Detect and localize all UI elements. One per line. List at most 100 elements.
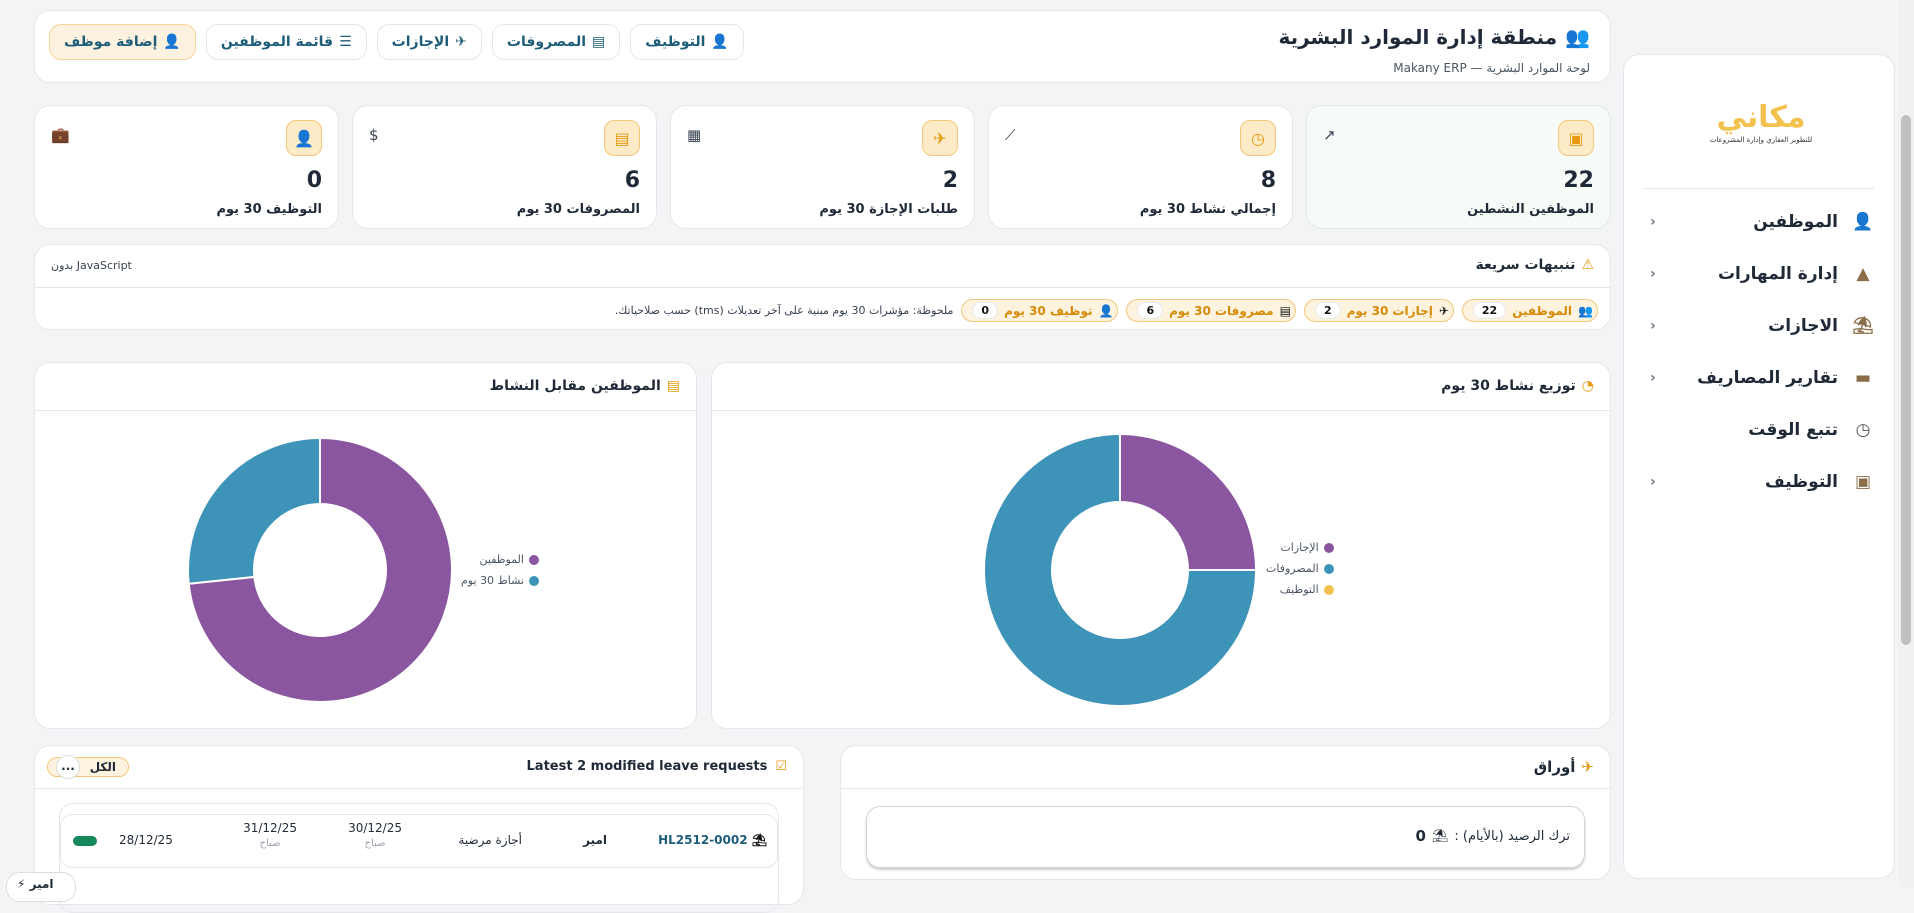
users-icon: 👥 xyxy=(1565,25,1590,49)
user-tie-icon: 👤 xyxy=(711,34,729,50)
balance-box: ترك الرصيد (بالأيام) : ⛱ 0 xyxy=(866,806,1585,868)
plane-icon: ✈ xyxy=(1581,758,1594,776)
legend-swatch xyxy=(1323,584,1334,595)
floating-user-button[interactable]: ⚡ امير xyxy=(6,872,76,902)
calendar-check-icon: ☑ xyxy=(775,759,787,774)
employees-vs-activity-card: ▤ الموظفين مقابل النشاط الموظفين نشاط 30 ي… xyxy=(34,362,697,729)
stat-value: 8 xyxy=(1260,168,1276,193)
sidebar-item-recruitment[interactable]: ▣ التوظيف ‹ xyxy=(1644,462,1874,502)
donut-chart xyxy=(983,432,1258,707)
stat-value: 2 xyxy=(942,168,958,193)
stat-recruitment[interactable]: 👤 💼 0 التوظيف 30 يوم xyxy=(34,105,339,229)
legend-item[interactable]: المصروفات xyxy=(1266,562,1334,575)
page-title: 👥 منطقة إدارة الموارد البشرية xyxy=(1278,25,1590,49)
bolt-icon: ⚡ xyxy=(17,877,26,891)
papers-title: أوراق xyxy=(1533,758,1576,776)
stat-label: التوظيف 30 يوم xyxy=(216,202,322,217)
chart-title: توزيع نشاط 30 يوم xyxy=(1441,378,1576,394)
filter-all[interactable]: الكل ... xyxy=(47,755,129,779)
page-header: 👥 منطقة إدارة الموارد البشرية لوحة الموار… xyxy=(34,10,1611,83)
pie-slice-1[interactable] xyxy=(983,432,1258,707)
clock-icon: ◷ xyxy=(1855,420,1871,440)
leave-title: Latest 2 modified leave requests xyxy=(526,759,768,774)
legend-swatch xyxy=(528,575,539,586)
employee-name: امير xyxy=(583,833,607,847)
umbrella-beach-icon: ⛱ xyxy=(751,833,767,847)
legend-label: التوظيف xyxy=(1279,583,1319,596)
legend-label: الموظفين xyxy=(479,553,524,566)
status-badge xyxy=(73,836,97,846)
receipt-icon: ▤ xyxy=(1279,303,1291,318)
sidebar-item-employees[interactable]: 👤 الموظفين ‹ xyxy=(1650,212,1874,232)
more-button[interactable]: ... xyxy=(56,755,80,779)
pie-slice-0[interactable] xyxy=(187,436,453,703)
pie-chart-icon: ◔ xyxy=(1581,378,1594,394)
leaves-button[interactable]: ✈ الإجازات xyxy=(376,24,482,60)
id-badge-icon: ▣ xyxy=(1854,472,1872,492)
pie-slice-1[interactable] xyxy=(187,436,321,585)
stat-value: 22 xyxy=(1563,168,1594,193)
divider xyxy=(1644,188,1874,189)
legend-item[interactable]: الموظفين xyxy=(461,553,539,566)
stat-leave-requests[interactable]: ✈ ▦ 2 طلبات الإجازة 30 يوم xyxy=(670,105,975,229)
clock-icon: ◷ xyxy=(1240,120,1276,156)
leave-requests-card: Latest 2 modified leave requests ☑ الكل .… xyxy=(34,745,804,913)
table-row[interactable]: HL2512-0002 ⛱ امير أجازة مرضية 30/12/25 ص… xyxy=(60,814,778,868)
page-subtitle: لوحة الموارد البشرية — Makany ERP xyxy=(1393,61,1590,75)
expenses-button[interactable]: ▤ المصروفات xyxy=(491,24,621,60)
legend-item[interactable]: التوظيف xyxy=(1266,583,1334,596)
quick-alerts: ⚠ تنبيهات سريعة بدون JavaScript 👥 الموظفين… xyxy=(34,244,1611,330)
scrollbar-thumb[interactable] xyxy=(1901,115,1911,645)
sidebar-item-leaves[interactable]: ⛱ الاجازات ‹ xyxy=(1650,316,1874,336)
plane-icon: ✈ xyxy=(1438,303,1449,318)
sidebar-item-skills[interactable]: ▲ إدارة المهارات ‹ xyxy=(1644,254,1874,294)
warning-icon: ⚠ xyxy=(1581,257,1594,273)
chart-legend: الإجازات المصروفات التوظيف xyxy=(1266,541,1334,604)
recruitment-button[interactable]: 👤 التوظيف xyxy=(630,24,744,60)
chip-employees[interactable]: 👥 الموظفين 22 xyxy=(1461,299,1598,322)
chart-line-icon: ⟋ xyxy=(1005,126,1016,144)
alerts-title: تنبيهات سريعة xyxy=(1475,257,1576,273)
chip-expenses[interactable]: ▤ مصروفات 30 يوم 6 xyxy=(1126,299,1296,322)
leave-date: 28/12/25 xyxy=(119,833,173,847)
sidebar-item-expense-reports[interactable]: ▬ تقارير المصاريف ‹ xyxy=(1644,358,1874,398)
users-icon: 👥 xyxy=(1578,303,1593,318)
leave-to: 31/12/25 صباح xyxy=(243,821,297,849)
sidebar-item-time-tracking[interactable]: ◷ تتبع الوقت xyxy=(1644,410,1874,450)
donut-chart xyxy=(187,436,453,703)
umbrella-beach-icon: ⛱ xyxy=(1431,828,1449,844)
employee-list-button[interactable]: ☰ قائمة الموظفين xyxy=(205,24,367,60)
receipt-icon: ▤ xyxy=(592,34,606,50)
chip-leaves[interactable]: ✈ إجازات 30 يوم 2 xyxy=(1303,299,1454,322)
stat-label: طلبات الإجازة 30 يوم xyxy=(819,202,958,217)
sidebar: مكاني للتطوير العقاري وإدارة المشروعات 👤… xyxy=(1623,54,1895,879)
scrollbar[interactable] xyxy=(1898,0,1914,887)
stat-active-employees[interactable]: ▣ ↗ 22 الموظفين النشطين xyxy=(1306,105,1611,229)
stat-expenses[interactable]: ▤ $ 6 المصروفات 30 يوم xyxy=(352,105,657,229)
legend-swatch xyxy=(1323,542,1334,553)
legend-label: المصروفات xyxy=(1266,562,1319,575)
chevron-left-icon: ‹ xyxy=(1650,266,1656,282)
chevron-left-icon: ‹ xyxy=(1650,474,1656,490)
chevron-left-icon: ‹ xyxy=(1650,370,1656,386)
balance-value: 0 xyxy=(1415,827,1426,845)
legend-item[interactable]: الإجازات xyxy=(1266,541,1334,554)
user-plus-icon: 👤 xyxy=(163,34,181,50)
chart-legend: الموظفين نشاط 30 يوم xyxy=(461,553,539,595)
pie-slice-0[interactable] xyxy=(1119,432,1258,571)
legend-item[interactable]: نشاط 30 يوم xyxy=(461,574,539,587)
add-employee-button[interactable]: 👤 إضافة موظف xyxy=(49,24,196,60)
stat-label: الموظفين النشطين xyxy=(1467,202,1594,217)
receipt-icon: ▤ xyxy=(604,120,640,156)
leave-ref-link[interactable]: HL2512-0002 ⛱ xyxy=(658,833,767,847)
calendar-icon: ▦ xyxy=(687,126,702,144)
chip-recruitment[interactable]: 👤 توظيف 30 يوم 0 xyxy=(961,299,1119,322)
stat-label: إجمالي نشاط 30 يوم xyxy=(1139,202,1276,217)
stat-activity[interactable]: ◷ ⟋ 8 إجمالي نشاط 30 يوم xyxy=(988,105,1293,229)
stat-value: 6 xyxy=(624,168,640,193)
user-tie-icon: 👤 xyxy=(1098,303,1114,318)
chevron-left-icon: ‹ xyxy=(1650,214,1656,230)
invoice-dollar-icon: $ xyxy=(369,126,379,144)
shapes-icon: ▲ xyxy=(1856,264,1870,284)
external-link-icon[interactable]: ↗ xyxy=(1323,126,1336,144)
